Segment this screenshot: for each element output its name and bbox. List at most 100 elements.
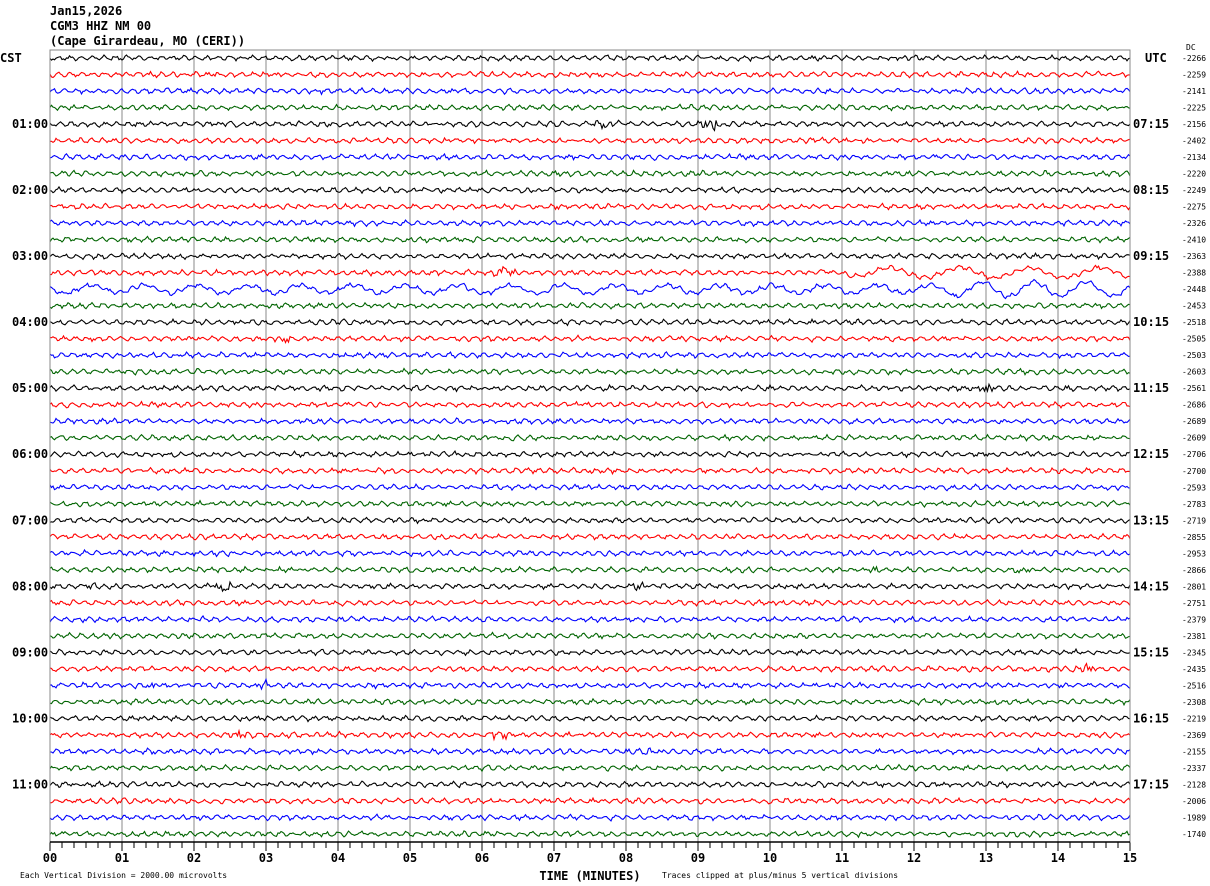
trace-line <box>49 367 1131 376</box>
trace-line <box>49 796 1131 805</box>
trace-line <box>49 466 1131 476</box>
trace-line <box>49 433 1131 442</box>
dc-offset-label: -2369 <box>1182 731 1206 740</box>
right-time-label: 08:15 <box>1133 183 1169 197</box>
trace-line <box>49 317 1131 327</box>
dc-offset-label: -2410 <box>1182 236 1206 245</box>
dc-offset-label: -2855 <box>1182 533 1206 542</box>
right-time-label: 13:15 <box>1133 513 1169 527</box>
left-time-label: CST <box>0 51 22 65</box>
trace-line <box>49 202 1131 211</box>
location-label: (Cape Girardeau, MO (CERI)) <box>50 34 246 48</box>
right-time-label: 14:15 <box>1133 579 1169 593</box>
trace-line <box>50 264 1131 281</box>
x-tick-label: 14 <box>1051 851 1065 865</box>
dc-offset-label: -2453 <box>1182 302 1206 311</box>
x-tick-label: 15 <box>1123 851 1137 865</box>
x-tick-label: 12 <box>907 851 921 865</box>
trace-line <box>49 830 1131 839</box>
dc-offset-label: -2686 <box>1182 401 1206 410</box>
trace-line <box>49 714 1131 723</box>
scale-note: Each Vertical Division = 2000.00 microvo… <box>20 871 227 880</box>
trace-line <box>49 86 1131 96</box>
trace-line <box>49 400 1131 409</box>
dc-offset-label: -2783 <box>1182 500 1206 509</box>
clip-note: Traces clipped at plus/minus 5 vertical … <box>662 871 898 880</box>
dc-offset-label: -2801 <box>1182 582 1206 591</box>
dc-offset-label: -2609 <box>1182 434 1206 443</box>
right-time-label: 12:15 <box>1133 447 1169 461</box>
trace-line <box>49 499 1131 508</box>
dc-offset-label: -2719 <box>1182 516 1206 525</box>
station-label: CGM3 HHZ NM 00 <box>50 19 152 33</box>
trace-line <box>49 631 1131 640</box>
dc-offset-label: -2249 <box>1182 186 1206 195</box>
left-time-label: 08:00 <box>12 579 48 593</box>
dc-offset-label: -2689 <box>1182 417 1206 426</box>
trace-line <box>49 382 1131 394</box>
trace-line <box>49 763 1131 773</box>
dc-offset-label: -1989 <box>1182 813 1206 822</box>
right-time-label: 11:15 <box>1133 381 1169 395</box>
trace-line <box>49 598 1131 607</box>
trace-line <box>49 647 1131 657</box>
labels: 00 01 02 03 04 05 06 07 08 09 10 11 12 13 14 15 -2266 CST… <box>0 51 1206 865</box>
trace-line <box>49 728 1131 742</box>
trace-line <box>49 483 1131 492</box>
x-tick-label: 04 <box>331 851 345 865</box>
trace-line <box>49 450 1131 459</box>
x-tick-label: 07 <box>547 851 561 865</box>
dc-offset-label: -2706 <box>1182 450 1206 459</box>
x-tick-label: 13 <box>979 851 993 865</box>
plot-frame <box>49 49 1131 843</box>
left-time-label: 04:00 <box>12 315 48 329</box>
x-tick-label: 01 <box>115 851 129 865</box>
trace-line <box>49 103 1131 112</box>
dc-offset-label: -2155 <box>1182 747 1206 756</box>
x-tick-label: 11 <box>835 851 849 865</box>
dc-offset-label: -2518 <box>1182 318 1206 327</box>
trace-line <box>49 278 1131 300</box>
dc-offset-label: -2516 <box>1182 681 1206 690</box>
left-time-label: 02:00 <box>12 183 48 197</box>
dc-offset-label: -2141 <box>1182 87 1206 96</box>
x-tick-label: 09 <box>691 851 705 865</box>
trace-line <box>49 169 1131 178</box>
dc-offset-label: -2219 <box>1182 714 1206 723</box>
trace-line <box>49 515 1131 525</box>
dc-offset-label: -2275 <box>1182 203 1206 212</box>
trace-line <box>49 54 1131 63</box>
right-time-label: 10:15 <box>1133 315 1169 329</box>
right-time-label: 15:15 <box>1133 645 1169 659</box>
trace-line <box>49 813 1131 822</box>
dc-offset-label: -2700 <box>1182 467 1206 476</box>
trace-line <box>49 152 1131 162</box>
right-time-label: 16:15 <box>1133 711 1169 725</box>
dc-offset-label: -2593 <box>1182 483 1206 492</box>
left-time-label: 10:00 <box>12 711 48 725</box>
dc-header: DC <box>1186 43 1196 52</box>
trace-line <box>49 119 1131 132</box>
dc-offset-label: -2402 <box>1182 137 1206 146</box>
dc-offset-label: -2259 <box>1182 71 1206 80</box>
trace-line <box>49 780 1131 789</box>
trace-line <box>49 417 1131 425</box>
date-label: Jan15,2026 <box>50 4 123 18</box>
dc-offset-label: -2388 <box>1182 269 1206 278</box>
trace-line <box>49 548 1131 558</box>
trace-line <box>50 747 1131 756</box>
trace-line <box>49 615 1131 624</box>
dc-offset-label: -2379 <box>1182 615 1206 624</box>
dc-offset-label: -2448 <box>1182 285 1206 294</box>
trace-line <box>49 351 1131 360</box>
dc-offset-label: -2363 <box>1182 252 1206 261</box>
trace-line <box>49 697 1131 707</box>
dc-offset-label: -2156 <box>1182 120 1206 129</box>
dc-offset-label: -2345 <box>1182 648 1206 657</box>
dc-offset-label: -2505 <box>1182 335 1206 344</box>
x-tick-label: 10 <box>763 851 777 865</box>
dc-offset-label: -2866 <box>1182 566 1206 575</box>
left-time-label: 11:00 <box>12 777 48 791</box>
dc-offset-label: -2561 <box>1182 384 1206 393</box>
